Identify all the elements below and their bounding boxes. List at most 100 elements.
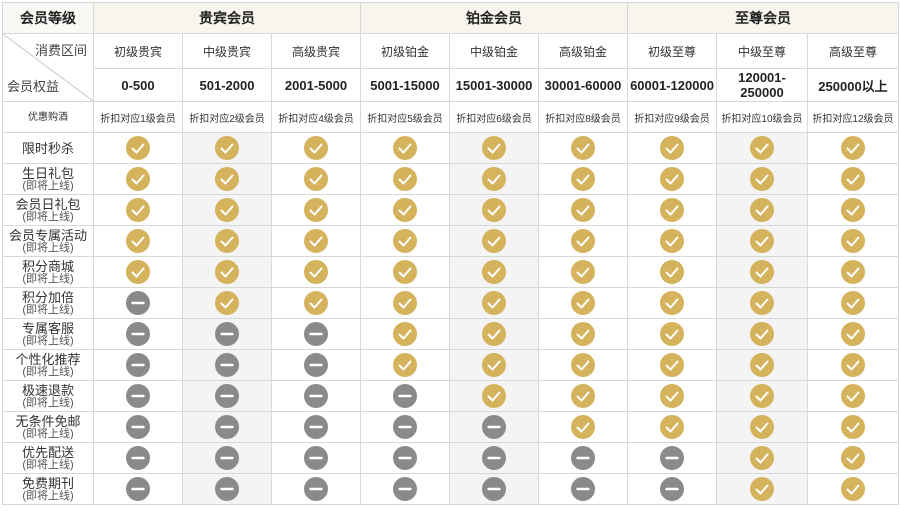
check-circle-icon — [393, 291, 417, 315]
check-circle-icon — [660, 229, 684, 253]
discount-value: 折扣对应10级会员 — [716, 101, 808, 133]
check-circle-icon — [482, 291, 506, 315]
spend-range-value: 60001-120000 — [627, 68, 717, 102]
benefit-availability-cell — [93, 473, 183, 505]
check-circle-icon — [841, 415, 865, 439]
check-circle-icon — [750, 291, 774, 315]
coming-soon-note: (即将上线) — [22, 489, 74, 502]
check-circle-icon — [215, 291, 239, 315]
check-circle-icon — [482, 322, 506, 346]
check-circle-icon — [482, 384, 506, 408]
benefit-availability-cell — [627, 194, 717, 226]
minus-circle-icon — [304, 353, 328, 377]
benefit-availability-cell — [271, 287, 361, 319]
benefit-label: 积分商城 (即将上线) — [2, 256, 94, 288]
spend-range-value: 250000以上 — [807, 68, 899, 102]
benefit-name: 优先配送 — [21, 444, 74, 460]
check-circle-icon — [482, 260, 506, 284]
tier-header-row: 会员等级 贵宾会员 铂金会员 至尊会员 — [2, 2, 899, 34]
check-circle-icon — [660, 167, 684, 191]
benefit-availability-cell — [449, 473, 539, 505]
check-circle-icon — [841, 198, 865, 222]
benefit-label: 优先配送 (即将上线) — [2, 442, 94, 474]
benefit-availability-cell — [93, 287, 183, 319]
check-circle-icon — [660, 322, 684, 346]
benefit-availability-cell — [449, 411, 539, 443]
check-circle-icon — [304, 136, 328, 160]
benefit-availability-cell — [807, 225, 899, 257]
check-circle-icon — [750, 353, 774, 377]
check-circle-icon — [841, 167, 865, 191]
benefit-availability-cell — [538, 256, 628, 288]
benefit-availability-cell — [93, 256, 183, 288]
benefit-availability-cell — [538, 132, 628, 164]
tier-heading-guest: 贵宾会员 — [93, 2, 361, 34]
benefit-name: 会员日礼包 — [15, 196, 81, 212]
benefit-availability-cell — [271, 194, 361, 226]
check-circle-icon — [841, 322, 865, 346]
level-name: 初级铂金 — [360, 33, 450, 69]
diagonal-header-cell: 消费区间 会员权益 — [2, 33, 94, 102]
benefit-availability-cell — [538, 318, 628, 350]
benefit-availability-cell — [93, 194, 183, 226]
benefit-availability-cell — [182, 349, 272, 381]
benefit-row: 免费期刊 (即将上线) — [2, 473, 899, 505]
minus-circle-icon — [482, 446, 506, 470]
level-name: 初级贵宾 — [93, 33, 183, 69]
benefit-availability-cell — [627, 411, 717, 443]
benefit-availability-cell — [360, 132, 450, 164]
minus-circle-icon — [571, 446, 595, 470]
benefit-availability-cell — [93, 380, 183, 412]
minus-circle-icon — [304, 415, 328, 439]
benefit-availability-cell — [449, 287, 539, 319]
range-row: 0-500 501-2000 2001-5000 5001-15000 15001-30… — [3, 68, 899, 102]
benefit-availability-cell — [271, 411, 361, 443]
check-circle-icon — [482, 353, 506, 377]
check-circle-icon — [304, 260, 328, 284]
benefit-row: 生日礼包 (即将上线) — [2, 163, 899, 195]
level-name: 中级贵宾 — [182, 33, 272, 69]
benefit-availability-cell — [182, 132, 272, 164]
benefit-availability-cell — [716, 411, 808, 443]
benefit-availability-cell — [716, 132, 808, 164]
discount-value: 折扣对应1级会员 — [93, 101, 183, 133]
discount-value: 折扣对应2级会员 — [182, 101, 272, 133]
benefit-availability-cell — [627, 349, 717, 381]
benefit-availability-cell — [271, 442, 361, 474]
benefit-availability-cell — [449, 132, 539, 164]
check-circle-icon — [393, 353, 417, 377]
benefit-availability-cell — [182, 411, 272, 443]
benefit-availability-cell — [182, 194, 272, 226]
check-circle-icon — [571, 198, 595, 222]
minus-circle-icon — [393, 477, 417, 501]
minus-circle-icon — [126, 353, 150, 377]
benefit-availability-cell — [271, 163, 361, 195]
member-level-heading: 会员等级 — [2, 2, 94, 34]
benefit-availability-cell — [360, 349, 450, 381]
benefit-availability-cell — [360, 318, 450, 350]
benefit-availability-cell — [627, 287, 717, 319]
benefit-label: 积分加倍 (即将上线) — [2, 287, 94, 319]
check-circle-icon — [660, 291, 684, 315]
benefit-availability-cell — [271, 473, 361, 505]
benefit-availability-cell — [93, 132, 183, 164]
benefit-label: 会员专属活动 (即将上线) — [2, 225, 94, 257]
level-name: 高级铂金 — [538, 33, 628, 69]
benefit-name: 极速退款 — [21, 382, 74, 398]
minus-circle-icon — [126, 291, 150, 315]
benefit-row: 无条件免邮 (即将上线) — [2, 411, 899, 443]
benefit-availability-cell — [716, 225, 808, 257]
check-circle-icon — [571, 136, 595, 160]
benefit-availability-cell — [716, 163, 808, 195]
benefit-availability-cell — [360, 194, 450, 226]
benefit-availability-cell — [538, 349, 628, 381]
check-circle-icon — [750, 167, 774, 191]
check-circle-icon — [841, 384, 865, 408]
minus-circle-icon — [215, 384, 239, 408]
diagonal-divider — [3, 34, 93, 101]
spend-range-label: 消费区间 — [34, 43, 87, 58]
benefit-availability-cell — [93, 318, 183, 350]
check-circle-icon — [571, 229, 595, 253]
coming-soon-note: (即将上线) — [22, 396, 74, 409]
check-circle-icon — [841, 291, 865, 315]
